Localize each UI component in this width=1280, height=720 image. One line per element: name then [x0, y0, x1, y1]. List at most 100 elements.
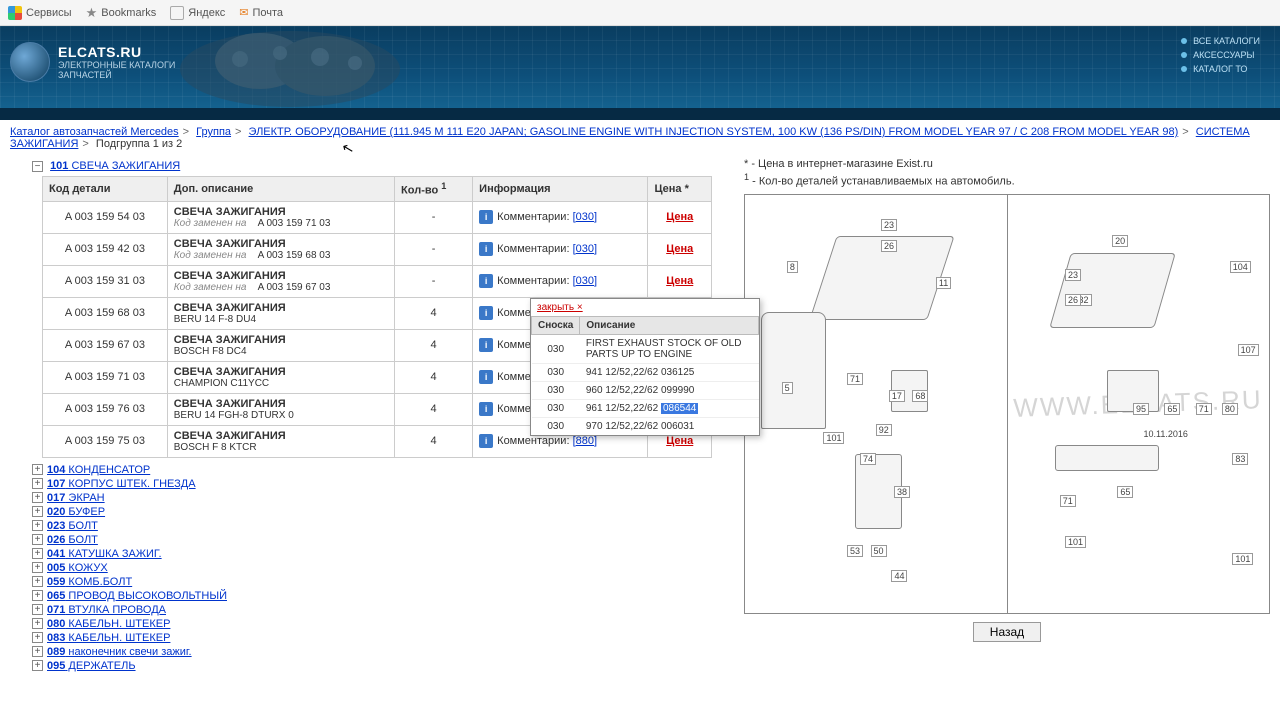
table-row: A 003 159 42 03СВЕЧА ЗАЖИГАНИЯКод замене…: [43, 233, 712, 265]
nav-accessories[interactable]: АКСЕССУАРЫ: [1181, 50, 1260, 60]
expand-icon[interactable]: +: [32, 632, 43, 643]
bookmark-mail[interactable]: ✉Почта: [239, 6, 283, 19]
expand-icon[interactable]: +: [32, 562, 43, 573]
diagram-callout[interactable]: 23: [1065, 270, 1081, 280]
bookmark-bookmarks[interactable]: ★Bookmarks: [86, 5, 157, 21]
subgroup-link[interactable]: 101 СВЕЧА ЗАЖИГАНИЯ: [50, 160, 180, 172]
tree-link[interactable]: 041 КАТУШКА ЗАЖИГ.: [47, 548, 162, 560]
tree-item: +026 БОЛТ: [32, 534, 730, 546]
diagram-callout[interactable]: 107: [1238, 345, 1259, 355]
nav-to-catalog[interactable]: КАТАЛОГ ТО: [1181, 64, 1260, 74]
diagram-callout[interactable]: 50: [871, 546, 887, 556]
info-icon[interactable]: i: [479, 306, 493, 320]
diagram-callout[interactable]: 17: [889, 391, 905, 401]
diagram-callout[interactable]: 26: [881, 241, 897, 251]
expand-icon[interactable]: +: [32, 506, 43, 517]
part-desc: СВЕЧА ЗАЖИГАНИЯКод заменен на A 003 159 …: [167, 233, 394, 265]
tree-link[interactable]: 095 ДЕРЖАТЕЛЬ: [47, 660, 136, 672]
diagram-callout[interactable]: 101: [823, 433, 844, 443]
diagram-callout[interactable]: 5: [782, 383, 793, 393]
tree-link[interactable]: 104 КОНДЕНСАТОР: [47, 464, 150, 476]
info-icon[interactable]: i: [479, 242, 493, 256]
expand-icon[interactable]: +: [32, 590, 43, 601]
part-info: iКомментарии: [030]: [473, 233, 648, 265]
bookmark-services[interactable]: Сервисы: [8, 6, 72, 20]
diagram-callout[interactable]: 20: [1112, 236, 1128, 246]
price-link[interactable]: Цена: [666, 211, 693, 223]
info-icon[interactable]: i: [479, 434, 493, 448]
info-icon[interactable]: i: [479, 402, 493, 416]
diagram-callout[interactable]: 101: [1065, 537, 1086, 547]
diagram-callout[interactable]: 38: [894, 487, 910, 497]
tree-link[interactable]: 005 КОЖУХ: [47, 562, 108, 574]
tree-link[interactable]: 017 ЭКРАН: [47, 492, 105, 504]
info-icon[interactable]: i: [479, 210, 493, 224]
info-icon[interactable]: i: [479, 338, 493, 352]
diagram-callout[interactable]: 83: [1232, 454, 1248, 464]
tree-link[interactable]: 023 БОЛТ: [47, 520, 98, 532]
crumb-equipment[interactable]: ЭЛЕКТР. ОБОРУДОВАНИЕ (111.945 M 111 E20 …: [249, 126, 1179, 138]
diagram-callout[interactable]: 104: [1230, 262, 1251, 272]
diagram-callout[interactable]: 26: [1065, 295, 1081, 305]
expand-icon[interactable]: +: [32, 492, 43, 503]
logo[interactable]: ELCATS.RU ЭЛЕКТРОННЫЕ КАТАЛОГИ ЗАПЧАСТЕЙ: [10, 42, 175, 82]
price-link[interactable]: Цена: [666, 275, 693, 287]
tree-link[interactable]: 089 наконечник свечи зажиг.: [47, 646, 192, 658]
expand-icon[interactable]: +: [32, 478, 43, 489]
tree-link[interactable]: 026 БОЛТ: [47, 534, 98, 546]
collapse-icon[interactable]: −: [32, 161, 43, 172]
comment-link[interactable]: [030]: [573, 243, 597, 255]
nav-all-catalogs[interactable]: ВСЕ КАТАЛОГИ: [1181, 36, 1260, 46]
diagram-callout[interactable]: 80: [1222, 404, 1238, 414]
comment-link[interactable]: [030]: [573, 275, 597, 287]
diagram-callout[interactable]: 11: [936, 278, 951, 288]
tree-link[interactable]: 059 КОМБ.БОЛТ: [47, 576, 132, 588]
tree-link[interactable]: 065 ПРОВОД ВЫСОКОВОЛЬТНЫЙ: [47, 590, 227, 602]
diagram-callout[interactable]: 92: [876, 425, 892, 435]
diagram-callout[interactable]: 65: [1117, 487, 1133, 497]
expand-icon[interactable]: +: [32, 464, 43, 475]
tooltip-close-link[interactable]: закрыть ×: [537, 302, 583, 313]
parts-diagram[interactable]: 23268115716892171017438535044 WWW.ELCATS…: [744, 194, 1270, 614]
bookmark-yandex[interactable]: Яндекс: [170, 6, 225, 20]
diagram-callout[interactable]: 74: [860, 454, 876, 464]
diagram-callout[interactable]: 44: [891, 571, 907, 581]
logo-icon: [10, 42, 50, 82]
price-link[interactable]: Цена: [666, 435, 693, 447]
part-qty: -: [395, 201, 473, 233]
diagram-callout[interactable]: 53: [847, 546, 863, 556]
breadcrumb: Каталог автозапчастей Mercedes> Группа> …: [0, 120, 1280, 156]
comment-link[interactable]: [030]: [573, 211, 597, 223]
diagram-callout[interactable]: 8: [787, 262, 798, 272]
diagram-callout[interactable]: 101: [1232, 554, 1253, 564]
expand-icon[interactable]: +: [32, 660, 43, 671]
info-icon[interactable]: i: [479, 370, 493, 384]
part-qty: -: [395, 265, 473, 297]
comment-link[interactable]: [880]: [573, 435, 597, 447]
diagram-callout[interactable]: 71: [1060, 496, 1076, 506]
expand-icon[interactable]: +: [32, 576, 43, 587]
diagram-callout[interactable]: 23: [881, 220, 897, 230]
expand-icon[interactable]: +: [32, 534, 43, 545]
tree-link[interactable]: 020 БУФЕР: [47, 506, 105, 518]
tree-link[interactable]: 107 КОРПУС ШТЕК. ГНЕЗДА: [47, 478, 196, 490]
diagram-callout[interactable]: 71: [847, 374, 863, 384]
expand-icon[interactable]: +: [32, 520, 43, 531]
diagram-callout[interactable]: 71: [1196, 404, 1212, 414]
tree-link[interactable]: 071 ВТУЛКА ПРОВОДА: [47, 604, 166, 616]
diagram-callout[interactable]: 65: [1164, 404, 1180, 414]
crumb-group[interactable]: Группа: [196, 126, 231, 138]
expand-icon[interactable]: +: [32, 618, 43, 629]
tree-link[interactable]: 083 КАБЕЛЬН. ШТЕКЕР: [47, 632, 170, 644]
diagram-callout[interactable]: 68: [912, 391, 928, 401]
diagram-callout[interactable]: 95: [1133, 404, 1149, 414]
expand-icon[interactable]: +: [32, 646, 43, 657]
expand-icon[interactable]: +: [32, 548, 43, 559]
expand-icon[interactable]: +: [32, 604, 43, 615]
subgroup-tree: +104 КОНДЕНСАТОР +107 КОРПУС ШТЕК. ГНЕЗДА…: [32, 464, 730, 672]
info-icon[interactable]: i: [479, 274, 493, 288]
crumb-catalog[interactable]: Каталог автозапчастей Mercedes: [10, 126, 179, 138]
back-button[interactable]: Назад: [973, 622, 1041, 642]
tree-link[interactable]: 080 КАБЕЛЬН. ШТЕКЕР: [47, 618, 170, 630]
price-link[interactable]: Цена: [666, 243, 693, 255]
